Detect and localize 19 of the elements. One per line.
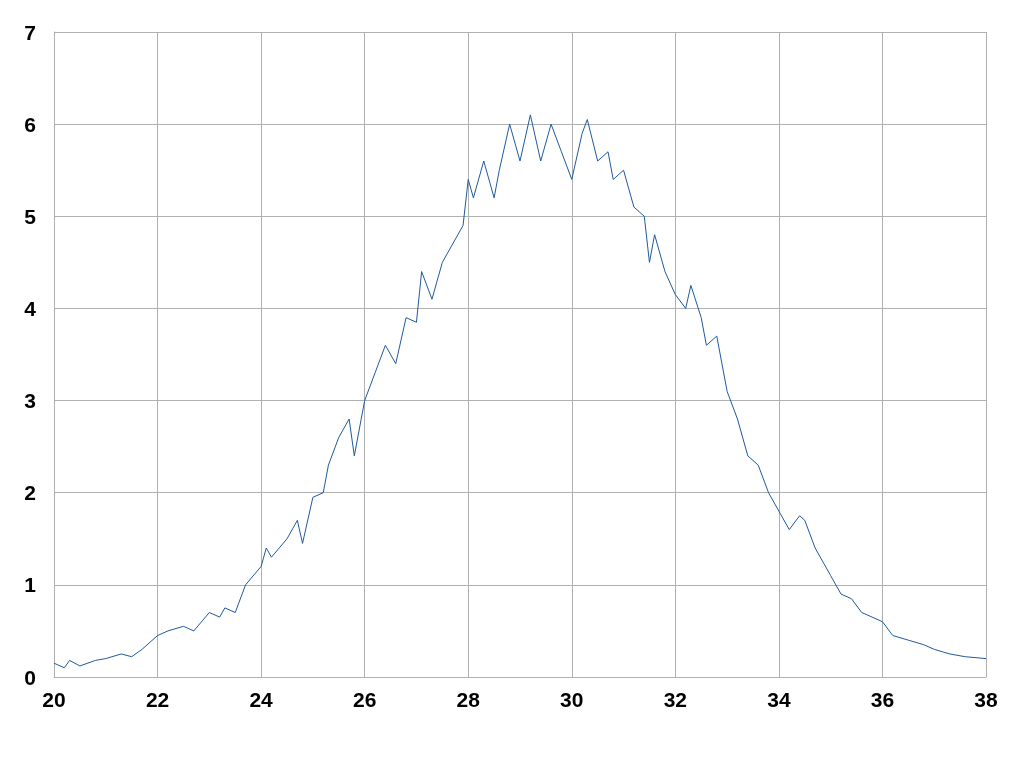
x-tick-label: 30	[560, 688, 584, 711]
x-tick-label: 38	[974, 688, 998, 711]
x-tick-label: 32	[663, 688, 688, 711]
y-tick-label: 3	[24, 389, 36, 413]
x-tick-label: 20	[42, 688, 66, 711]
y-tick-label: 5	[24, 204, 37, 228]
x-tick-label: 26	[352, 688, 377, 711]
x-tick-label: 36	[870, 688, 895, 711]
x-tick-label: 34	[767, 688, 791, 711]
x-tick-label: 24	[249, 688, 274, 711]
y-tick-label: 2	[24, 481, 36, 505]
y-tick-label: 6	[24, 112, 36, 136]
x-tick-label: 28	[456, 688, 481, 711]
x-tick-label: 22	[145, 688, 170, 711]
y-tick-label: 0	[24, 665, 36, 689]
y-tick-label: 1	[24, 573, 37, 597]
y-tick-label: 4	[24, 296, 37, 320]
y-tick-label: 7	[24, 20, 36, 44]
line-series	[53, 114, 987, 669]
